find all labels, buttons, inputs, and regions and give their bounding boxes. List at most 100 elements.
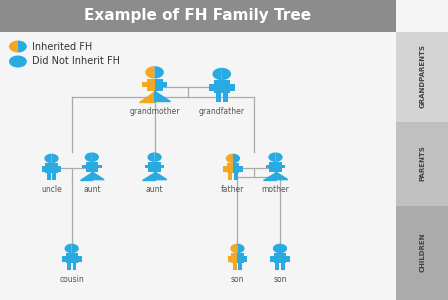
Polygon shape <box>155 91 171 101</box>
Text: CHILDREN: CHILDREN <box>419 233 425 272</box>
Bar <box>280 253 286 263</box>
Text: grandfather: grandfather <box>199 107 245 116</box>
Wedge shape <box>212 68 222 80</box>
Text: uncle: uncle <box>41 185 62 194</box>
Bar <box>216 93 221 102</box>
Bar <box>281 263 284 270</box>
Polygon shape <box>142 172 155 180</box>
Wedge shape <box>145 66 155 79</box>
Bar <box>237 253 244 263</box>
Bar <box>214 80 222 93</box>
Bar <box>244 256 247 262</box>
Bar <box>155 162 161 172</box>
Bar <box>142 82 146 87</box>
Bar <box>86 162 92 172</box>
Bar <box>72 253 78 263</box>
Wedge shape <box>155 66 164 79</box>
Wedge shape <box>52 154 59 163</box>
Polygon shape <box>92 172 104 180</box>
Bar <box>163 82 168 87</box>
Bar <box>274 253 280 263</box>
Bar <box>62 256 65 262</box>
Bar <box>82 165 86 168</box>
Wedge shape <box>72 244 79 253</box>
Bar <box>47 173 51 180</box>
Bar <box>266 165 269 168</box>
Wedge shape <box>65 244 72 253</box>
Wedge shape <box>18 40 27 52</box>
FancyBboxPatch shape <box>396 122 448 206</box>
Text: GRANDPARENTS: GRANDPARENTS <box>419 44 425 109</box>
Text: mother: mother <box>262 185 289 194</box>
Polygon shape <box>263 172 276 180</box>
Bar <box>52 173 56 180</box>
Bar <box>52 163 58 173</box>
Wedge shape <box>276 152 283 162</box>
FancyBboxPatch shape <box>396 32 448 122</box>
Circle shape <box>9 56 27 68</box>
Bar <box>67 263 71 270</box>
Bar <box>227 163 233 173</box>
FancyBboxPatch shape <box>396 206 448 300</box>
Wedge shape <box>222 68 231 80</box>
Bar <box>145 165 148 168</box>
Bar <box>223 93 228 102</box>
Wedge shape <box>233 154 240 163</box>
Text: aunt: aunt <box>83 185 101 194</box>
Text: grandmother: grandmother <box>129 107 180 116</box>
Bar <box>276 263 279 270</box>
Bar <box>233 163 239 173</box>
Text: cousin: cousin <box>59 275 84 284</box>
Text: PARENTS: PARENTS <box>419 146 425 182</box>
Wedge shape <box>9 40 18 52</box>
Bar <box>269 162 276 172</box>
Bar <box>228 256 231 262</box>
Wedge shape <box>268 152 276 162</box>
Polygon shape <box>276 172 288 180</box>
Polygon shape <box>80 172 92 180</box>
Polygon shape <box>138 91 155 101</box>
Wedge shape <box>273 244 280 253</box>
Wedge shape <box>92 152 99 162</box>
Bar <box>222 80 230 93</box>
Text: father: father <box>221 185 245 194</box>
Bar <box>230 84 235 92</box>
Wedge shape <box>155 152 162 162</box>
Wedge shape <box>230 244 237 253</box>
Bar <box>155 79 163 91</box>
Wedge shape <box>44 154 52 163</box>
Wedge shape <box>237 244 245 253</box>
Bar <box>161 165 164 168</box>
Text: son: son <box>231 275 244 284</box>
Bar <box>282 165 285 168</box>
Bar <box>239 166 243 172</box>
Bar <box>146 79 155 91</box>
Bar <box>209 84 214 92</box>
Text: aunt: aunt <box>146 185 164 194</box>
Bar <box>92 162 98 172</box>
Wedge shape <box>280 244 287 253</box>
FancyBboxPatch shape <box>0 0 396 32</box>
Bar <box>223 166 227 172</box>
Bar <box>228 173 232 180</box>
Bar <box>286 256 290 262</box>
Text: Inherited FH: Inherited FH <box>32 41 92 52</box>
Bar <box>45 163 52 173</box>
Bar <box>231 253 237 263</box>
Bar <box>58 166 61 172</box>
Bar <box>234 173 237 180</box>
Wedge shape <box>147 152 155 162</box>
Wedge shape <box>85 152 92 162</box>
Bar <box>148 162 155 172</box>
Bar <box>238 263 242 270</box>
Wedge shape <box>226 154 233 163</box>
Bar <box>276 162 282 172</box>
Polygon shape <box>155 172 167 180</box>
Bar <box>78 256 82 262</box>
Bar <box>98 165 102 168</box>
Text: Did Not Inherit FH: Did Not Inherit FH <box>32 56 120 67</box>
Text: Example of FH Family Tree: Example of FH Family Tree <box>85 8 311 23</box>
Bar <box>65 253 72 263</box>
Bar <box>270 256 274 262</box>
Bar <box>233 263 237 270</box>
